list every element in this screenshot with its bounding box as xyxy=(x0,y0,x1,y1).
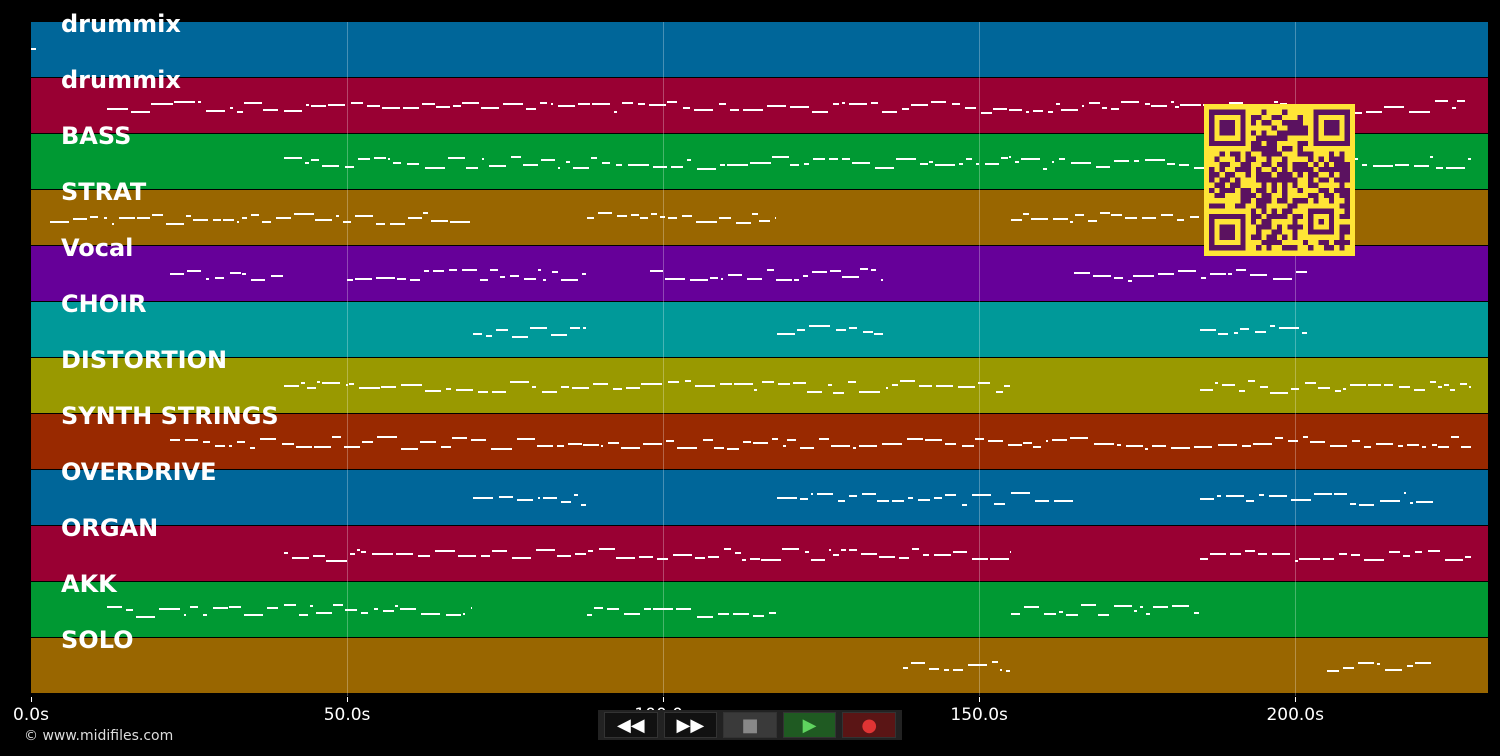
track-label: ORGAN xyxy=(61,514,159,542)
track-label: SYNTH STRINGS xyxy=(61,402,279,430)
grid-line xyxy=(347,22,349,696)
track-lane[interactable] xyxy=(31,582,1488,638)
track-label: BASS xyxy=(61,122,132,150)
track-lane[interactable] xyxy=(31,470,1488,526)
qr-code xyxy=(1204,104,1355,256)
axis-tick-label: 0.0s xyxy=(13,705,49,725)
track-label: SOLO xyxy=(61,626,134,654)
grid-line xyxy=(979,22,981,696)
track-lane[interactable] xyxy=(31,358,1488,414)
track-lane[interactable] xyxy=(31,526,1488,582)
axis-tick-label: 50.0s xyxy=(323,705,371,725)
copyright-text: © www.midifiles.com xyxy=(24,728,174,744)
record-icon: ● xyxy=(861,714,878,736)
axis-tick xyxy=(979,697,981,702)
track-label: OVERDRIVE xyxy=(61,458,217,486)
transport-controls: ◀◀ ▶▶ ■ ▶ ● xyxy=(598,710,902,740)
axis-tick-label: 150.0s xyxy=(950,705,1008,725)
track-label: CHOIR xyxy=(61,290,147,318)
rewind-icon: ◀◀ xyxy=(616,714,645,736)
axis-tick-label: 200.0s xyxy=(1266,705,1324,725)
stop-button[interactable]: ■ xyxy=(723,712,777,738)
fast-forward-button[interactable]: ▶▶ xyxy=(663,712,718,738)
track-label: STRAT xyxy=(61,178,147,206)
axis-tick xyxy=(31,697,32,702)
track-label: DISTORTION xyxy=(61,346,228,374)
grid-line xyxy=(1295,22,1297,696)
fast-forward-icon: ▶▶ xyxy=(676,714,705,736)
track-label: drummix xyxy=(61,10,181,38)
axis-tick xyxy=(663,697,665,702)
play-icon: ▶ xyxy=(802,714,817,736)
track-label: Vocal xyxy=(61,234,134,262)
play-button[interactable]: ▶ xyxy=(782,712,837,738)
stop-icon: ■ xyxy=(741,714,759,736)
track-label: drummix xyxy=(61,66,181,94)
rewind-button[interactable]: ◀◀ xyxy=(604,712,658,738)
track-lane[interactable] xyxy=(31,638,1488,694)
track-lane[interactable] xyxy=(31,22,1488,78)
grid-line xyxy=(663,22,665,696)
track-label: AKK xyxy=(61,570,117,598)
record-button[interactable]: ● xyxy=(842,712,896,738)
track-lane[interactable] xyxy=(31,302,1488,358)
axis-tick xyxy=(347,697,349,702)
axis-tick xyxy=(1295,697,1297,702)
